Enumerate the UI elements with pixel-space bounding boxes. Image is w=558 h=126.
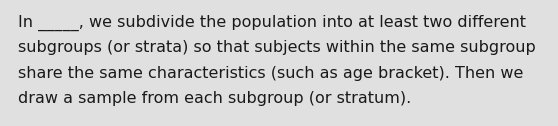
Text: In _____, we subdivide the population into at least two different: In _____, we subdivide the population in… <box>18 15 526 31</box>
Text: subgroups (or strata) so that subjects within the same subgroup: subgroups (or strata) so that subjects w… <box>18 40 536 55</box>
Text: draw a sample from each subgroup (or stratum).: draw a sample from each subgroup (or str… <box>18 91 411 106</box>
Text: share the same characteristics (such as age bracket). Then we: share the same characteristics (such as … <box>18 66 523 81</box>
